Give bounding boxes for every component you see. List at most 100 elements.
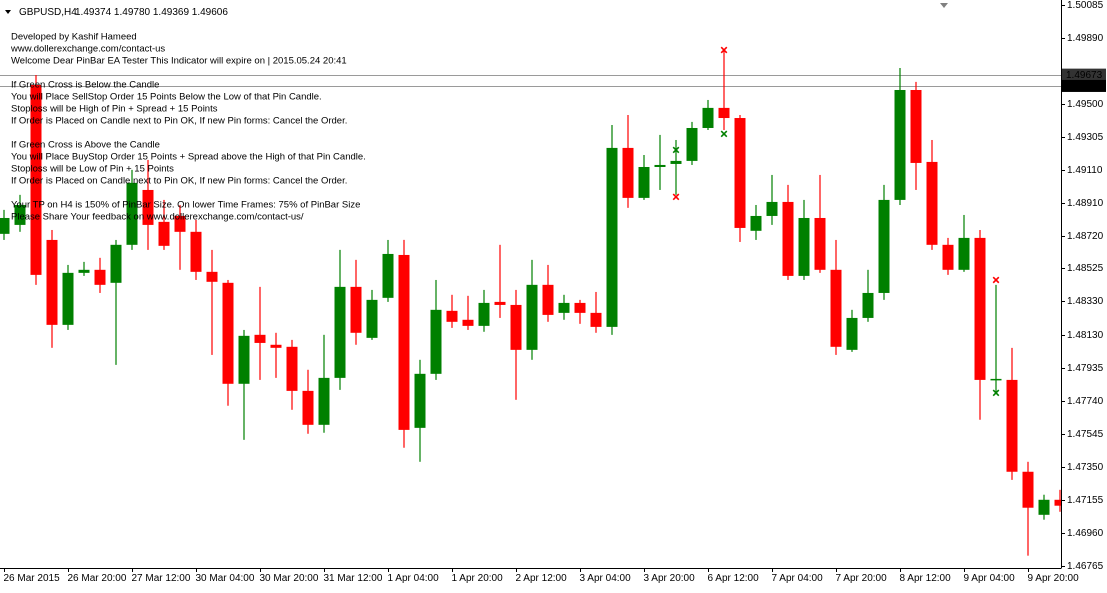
candle-body [366, 299, 378, 338]
x-tick-label: 2 Apr 12:00 [516, 573, 568, 584]
x-tick-label: 9 Apr 04:00 [964, 573, 1016, 584]
candle [590, 291, 602, 333]
x-tick-label: 8 Apr 12:00 [900, 573, 952, 584]
candle [190, 219, 202, 280]
y-tick-label: 1.47935 [1067, 363, 1104, 374]
y-tick-label: 1.49500 [1067, 99, 1104, 110]
candle-body [222, 282, 234, 384]
candle [302, 369, 314, 434]
y-tick-label: 1.48910 [1067, 198, 1104, 209]
candle-body [270, 344, 282, 348]
candle-body [622, 147, 634, 198]
candle [478, 289, 490, 332]
candle [798, 199, 810, 280]
candle-body [766, 201, 778, 216]
candle-body [142, 189, 154, 225]
candle-body [398, 254, 410, 430]
candle-body [334, 286, 346, 378]
x-tick-label: 26 Mar 20:00 [68, 573, 127, 584]
x-tick-label: 31 Mar 12:00 [324, 573, 383, 584]
candle-body [606, 147, 618, 327]
candle [254, 286, 266, 380]
candle [638, 155, 650, 200]
candle-body [590, 312, 602, 327]
candle-body [990, 378, 1002, 381]
candle-body [846, 317, 858, 350]
info-text: Developed by Kashif Hameed [11, 32, 137, 43]
y-tick-label: 1.46765 [1067, 561, 1104, 572]
x-tick-label: 6 Apr 12:00 [708, 573, 760, 584]
x-tick-label: 3 Apr 04:00 [580, 573, 632, 584]
candle [462, 295, 474, 330]
candle-body [1022, 471, 1034, 508]
y-tick-label: 1.47545 [1067, 429, 1104, 440]
x-tick-label: 3 Apr 20:00 [644, 573, 696, 584]
candle-body [478, 302, 490, 326]
candle [110, 239, 122, 365]
candle [46, 229, 58, 348]
price-label-box [1062, 68, 1106, 81]
candle [862, 269, 874, 322]
x-tick-label: 30 Mar 20:00 [260, 573, 319, 584]
info-text: Your TP on H4 is 150% of PinBar Size. On… [11, 200, 360, 211]
candle-body [894, 89, 906, 200]
info-text: Stoploss will be Low of Pin + 15 Points [11, 164, 174, 175]
y-tick-label: 1.50085 [1067, 0, 1104, 11]
candle [286, 339, 298, 410]
candle-body [494, 301, 506, 305]
candle [878, 184, 890, 300]
candle-body [862, 292, 874, 318]
shift-marker[interactable] [940, 3, 948, 8]
plot-area [0, 46, 1061, 556]
menu-arrow[interactable] [5, 10, 11, 14]
info-text: If Green Cross is Above the Candle [11, 140, 160, 151]
candle [974, 229, 986, 420]
candle [718, 49, 730, 131]
y-tick-label: 1.49890 [1067, 33, 1104, 44]
candle [910, 81, 922, 190]
info-text: Stoploss will be High of Pin + Spread + … [11, 104, 218, 115]
candle [558, 294, 570, 320]
signal-cross [720, 130, 728, 138]
candle [270, 332, 282, 378]
candle-body [558, 302, 570, 313]
candle [686, 121, 698, 165]
candle-body [302, 390, 314, 425]
candle [446, 294, 458, 328]
candle [494, 244, 506, 318]
signal-cross [992, 389, 1000, 397]
candle-body [542, 284, 554, 315]
y-tick-label: 1.49110 [1067, 165, 1103, 176]
candle [622, 114, 634, 208]
info-text: If Order is Placed on Candle next to Pin… [11, 116, 347, 127]
info-text: If Order is Placed on Candle next to Pin… [11, 176, 347, 187]
y-tick-label: 1.47350 [1067, 462, 1104, 473]
candle-body [798, 217, 810, 276]
candle [94, 257, 106, 293]
y-tick-label: 1.48525 [1067, 263, 1104, 274]
x-tick-label: 1 Apr 04:00 [388, 573, 440, 584]
price-label: 1.49606 [1066, 81, 1103, 92]
candle [606, 124, 618, 335]
x-tick-label: 1 Apr 20:00 [452, 573, 504, 584]
candle [702, 99, 714, 131]
info-text: If Green Cross is Below the Candle [11, 80, 159, 91]
candle [126, 169, 138, 250]
candle [1054, 489, 1061, 512]
candle [654, 134, 666, 190]
candle-body [62, 272, 74, 325]
candle-body [382, 253, 394, 298]
candle-body [718, 107, 730, 119]
candle [510, 289, 522, 400]
candle-body [942, 244, 954, 270]
candle [542, 264, 554, 322]
x-tick-label: 7 Apr 04:00 [772, 573, 824, 584]
info-text: You will Place BuyStop Order 15 Points +… [11, 152, 366, 163]
candle-body [782, 201, 794, 276]
candle [734, 114, 746, 242]
candle-body [526, 284, 538, 350]
candle-body [814, 217, 826, 270]
x-tick-label: 30 Mar 04:00 [196, 573, 255, 584]
candle [782, 184, 794, 280]
